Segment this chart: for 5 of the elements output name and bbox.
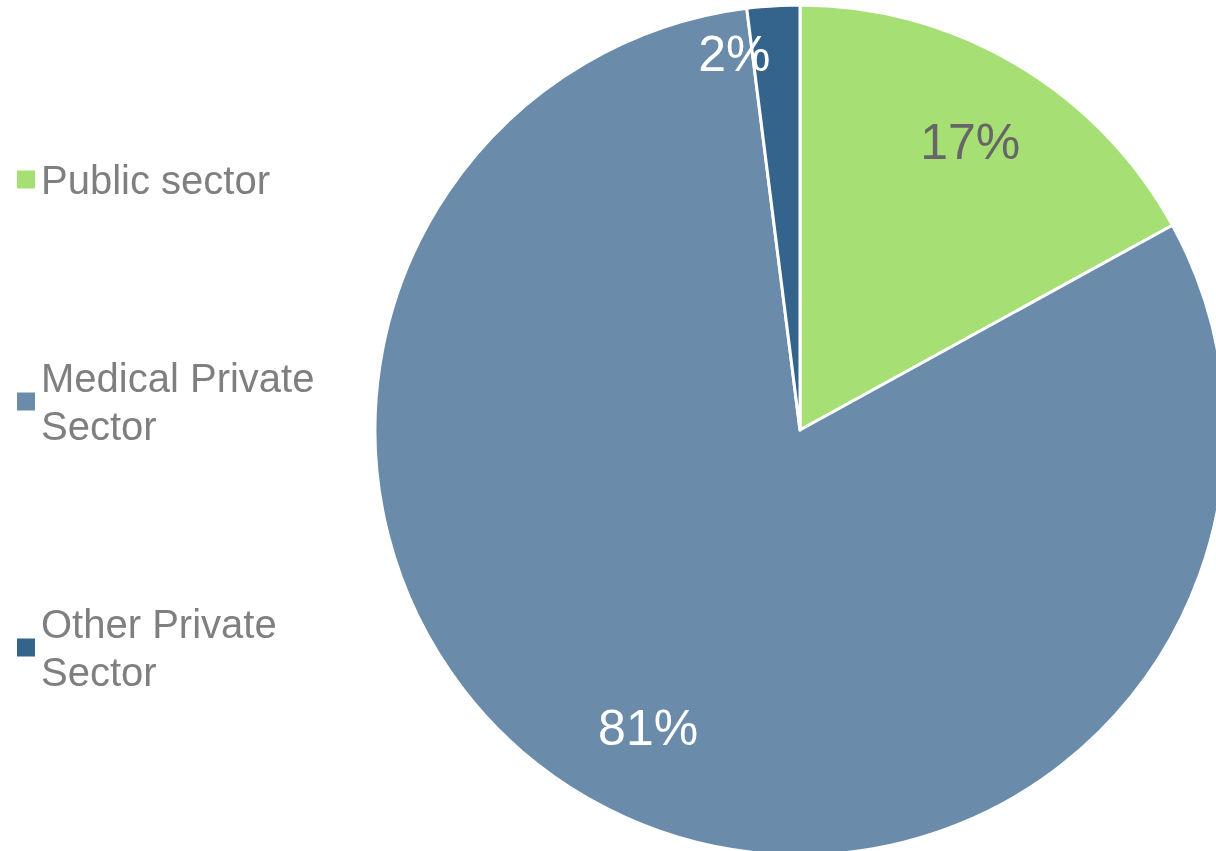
legend-label: Public sector — [41, 157, 270, 202]
data-label: 17% — [920, 114, 1021, 171]
legend-label: Medical Private Sector — [41, 355, 326, 448]
data-label: 81% — [598, 700, 699, 757]
legend-label: Other Private Sector — [41, 601, 288, 694]
